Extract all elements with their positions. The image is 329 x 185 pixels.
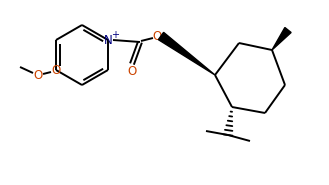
Text: O: O: [34, 68, 43, 82]
Text: N: N: [104, 33, 113, 46]
Text: +: +: [111, 30, 119, 40]
Text: O: O: [152, 29, 162, 43]
Text: O: O: [127, 65, 137, 78]
Polygon shape: [272, 28, 291, 50]
Text: O: O: [51, 63, 61, 77]
Polygon shape: [158, 32, 215, 75]
